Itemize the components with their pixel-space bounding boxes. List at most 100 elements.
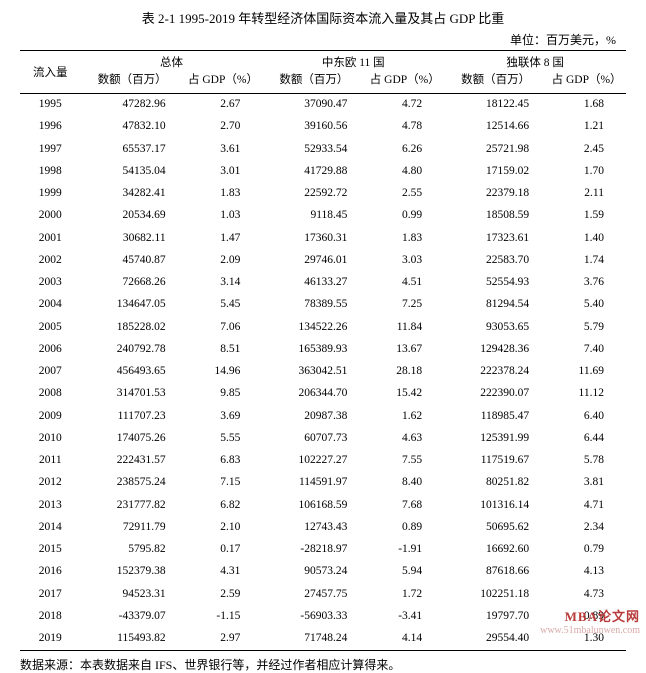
year-cell: 2000 [20, 205, 81, 227]
table-header: 流入量 总体 中东欧 11 国 独联体 8 国 数额（百万） 占 GDP（%） … [20, 51, 626, 94]
year-cell: 2016 [20, 561, 81, 583]
pct-cell: 4.72 [365, 93, 444, 116]
pct-cell: 1.70 [547, 160, 626, 182]
amount-cell: 54135.04 [81, 160, 184, 182]
pct-cell: 5.78 [547, 450, 626, 472]
amount-cell: 47832.10 [81, 116, 184, 138]
pct-cell: 7.25 [365, 294, 444, 316]
amount-cell: 30682.11 [81, 227, 184, 249]
sub-header-row: 数额（百万） 占 GDP（%） 数额（百万） 占 GDP（%） 数额（百万） 占… [20, 72, 626, 93]
amount-cell: 94523.31 [81, 583, 184, 605]
pct-cell: 1.59 [547, 205, 626, 227]
pct-cell: 4.51 [365, 272, 444, 294]
table-row: 2018-43379.07-1.15-56903.33-3.4119797.70… [20, 605, 626, 627]
pct-cell: 4.63 [365, 427, 444, 449]
pct-cell: 0.17 [184, 539, 263, 561]
amount-cell: 106168.59 [262, 494, 365, 516]
table-row: 2005185228.027.06134522.2611.8493053.655… [20, 316, 626, 338]
pct-cell: 5.45 [184, 294, 263, 316]
table-row: 2004134647.055.4578389.557.2581294.545.4… [20, 294, 626, 316]
amount-cell: 115493.82 [81, 628, 184, 651]
year-cell: 2018 [20, 605, 81, 627]
amount-cell: 240792.78 [81, 338, 184, 360]
amount-cell: 238575.24 [81, 472, 184, 494]
year-cell: 1995 [20, 93, 81, 116]
pct-cell: 1.74 [547, 249, 626, 271]
amount-cell: 52933.54 [262, 138, 365, 160]
amount-cell: 18122.45 [444, 93, 547, 116]
pct-cell: -1.91 [365, 539, 444, 561]
pct-cell: 6.83 [184, 450, 263, 472]
amount-cell: 314701.53 [81, 383, 184, 405]
row-label-header: 流入量 [20, 51, 81, 94]
watermark-url: www.51mbalunwen.com [540, 625, 640, 637]
pct-cell: 1.68 [547, 93, 626, 116]
amount-cell: 222431.57 [81, 450, 184, 472]
pct-cell: 4.13 [547, 561, 626, 583]
pct-cell: 1.03 [184, 205, 263, 227]
pct-cell: 0.79 [547, 539, 626, 561]
sub-header-amount: 数额（百万） [444, 72, 547, 93]
pct-cell: 2.70 [184, 116, 263, 138]
amount-cell: -43379.07 [81, 605, 184, 627]
unit-label: 单位：百万美元，% [20, 31, 626, 48]
pct-cell: 4.78 [365, 116, 444, 138]
table-row: 199934282.411.8322592.722.5522379.182.11 [20, 183, 626, 205]
pct-cell: 1.83 [365, 227, 444, 249]
pct-cell: 4.80 [365, 160, 444, 182]
pct-cell: 7.06 [184, 316, 263, 338]
table-row: 199854135.043.0141729.884.8017159.021.70 [20, 160, 626, 182]
pct-cell: 2.34 [547, 516, 626, 538]
amount-cell: 78389.55 [262, 294, 365, 316]
pct-cell: 14.96 [184, 361, 263, 383]
year-cell: 1998 [20, 160, 81, 182]
year-cell: 2006 [20, 338, 81, 360]
table-row: 2007456493.6514.96363042.5128.18222378.2… [20, 361, 626, 383]
table-row: 2013231777.826.82106168.597.68101316.144… [20, 494, 626, 516]
pct-cell: 4.14 [365, 628, 444, 651]
year-cell: 1999 [20, 183, 81, 205]
table-row: 201472911.792.1012743.430.8950695.622.34 [20, 516, 626, 538]
amount-cell: 174075.26 [81, 427, 184, 449]
amount-cell: 22379.18 [444, 183, 547, 205]
year-cell: 1997 [20, 138, 81, 160]
year-cell: 2007 [20, 361, 81, 383]
pct-cell: 0.89 [365, 516, 444, 538]
table-body: 199547282.962.6737090.474.7218122.451.68… [20, 93, 626, 650]
amount-cell: 117519.67 [444, 450, 547, 472]
amount-cell: 20987.38 [262, 405, 365, 427]
amount-cell: 20534.69 [81, 205, 184, 227]
watermark: MBA论文网 www.51mbalunwen.com [540, 609, 640, 637]
table-row: 200372668.263.1446133.274.5152554.933.76 [20, 272, 626, 294]
data-table: 流入量 总体 中东欧 11 国 独联体 8 国 数额（百万） 占 GDP（%） … [20, 50, 626, 651]
amount-cell: 90573.24 [262, 561, 365, 583]
amount-cell: 114591.97 [262, 472, 365, 494]
group-header-cee: 中东欧 11 国 [262, 51, 444, 73]
group-header-cis: 独联体 8 国 [444, 51, 626, 73]
pct-cell: 5.94 [365, 561, 444, 583]
amount-cell: 102227.27 [262, 450, 365, 472]
amount-cell: 5795.82 [81, 539, 184, 561]
amount-cell: 206344.70 [262, 383, 365, 405]
table-row: 2010174075.265.5560707.734.63125391.996.… [20, 427, 626, 449]
pct-cell: -1.15 [184, 605, 263, 627]
pct-cell: 11.12 [547, 383, 626, 405]
year-cell: 2014 [20, 516, 81, 538]
amount-cell: 129428.36 [444, 338, 547, 360]
amount-cell: 19797.70 [444, 605, 547, 627]
pct-cell: 7.68 [365, 494, 444, 516]
amount-cell: 39160.56 [262, 116, 365, 138]
amount-cell: 16692.60 [444, 539, 547, 561]
amount-cell: 45740.87 [81, 249, 184, 271]
pct-cell: 2.45 [547, 138, 626, 160]
year-cell: 2003 [20, 272, 81, 294]
table-row: 200020534.691.039118.450.9918508.591.59 [20, 205, 626, 227]
amount-cell: 456493.65 [81, 361, 184, 383]
amount-cell: 27457.75 [262, 583, 365, 605]
group-header-row: 流入量 总体 中东欧 11 国 独联体 8 国 [20, 51, 626, 73]
amount-cell: 29554.40 [444, 628, 547, 651]
pct-cell: 2.97 [184, 628, 263, 651]
amount-cell: 222390.07 [444, 383, 547, 405]
amount-cell: 152379.38 [81, 561, 184, 583]
watermark-title: MBA论文网 [540, 609, 640, 625]
